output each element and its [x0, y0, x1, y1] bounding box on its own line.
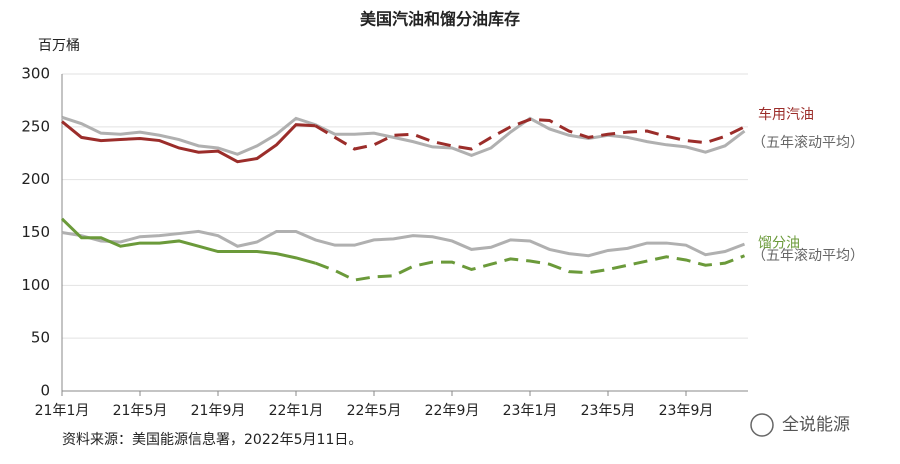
y-tick-label: 150	[21, 223, 50, 241]
x-tick-label: 21年1月	[35, 403, 90, 419]
y-tick-label: 0	[40, 382, 50, 400]
x-tick-label: 22年5月	[347, 403, 402, 419]
series-line	[60, 217, 316, 265]
y-tick-label: 100	[21, 276, 50, 294]
chart-title: 美国汽油和馏分油库存	[360, 10, 520, 29]
y-tick-label: 200	[21, 170, 50, 188]
x-tick-label: 21年9月	[191, 403, 246, 419]
x-tick-label: 23年5月	[581, 403, 636, 419]
y-tick-label: 300	[21, 65, 50, 83]
series-line	[314, 117, 746, 151]
x-tick-label: 23年9月	[659, 403, 714, 419]
series-line	[61, 115, 746, 157]
watermark: 全说能源	[782, 415, 850, 435]
source-note: 资料来源：美国能源信息署，2022年5月11日。	[62, 431, 362, 448]
x-tick-label: 22年9月	[425, 403, 480, 419]
y-tick-label: 50	[31, 329, 50, 347]
series-label: （五年滚动平均）	[752, 247, 864, 264]
y-axis-label: 百万桶	[38, 38, 80, 54]
watermark-icon	[750, 413, 774, 437]
series-line	[314, 254, 746, 282]
series-line	[61, 229, 746, 258]
series-line	[61, 120, 316, 164]
series-label: 车用汽油	[758, 106, 814, 123]
series-label: （五年滚动平均）	[752, 134, 864, 151]
x-tick-label: 21年5月	[113, 403, 168, 419]
y-tick-label: 250	[21, 117, 50, 135]
x-tick-label: 23年1月	[503, 403, 558, 419]
x-tick-label: 22年1月	[269, 403, 324, 419]
series-label: 馏分油	[758, 236, 800, 252]
